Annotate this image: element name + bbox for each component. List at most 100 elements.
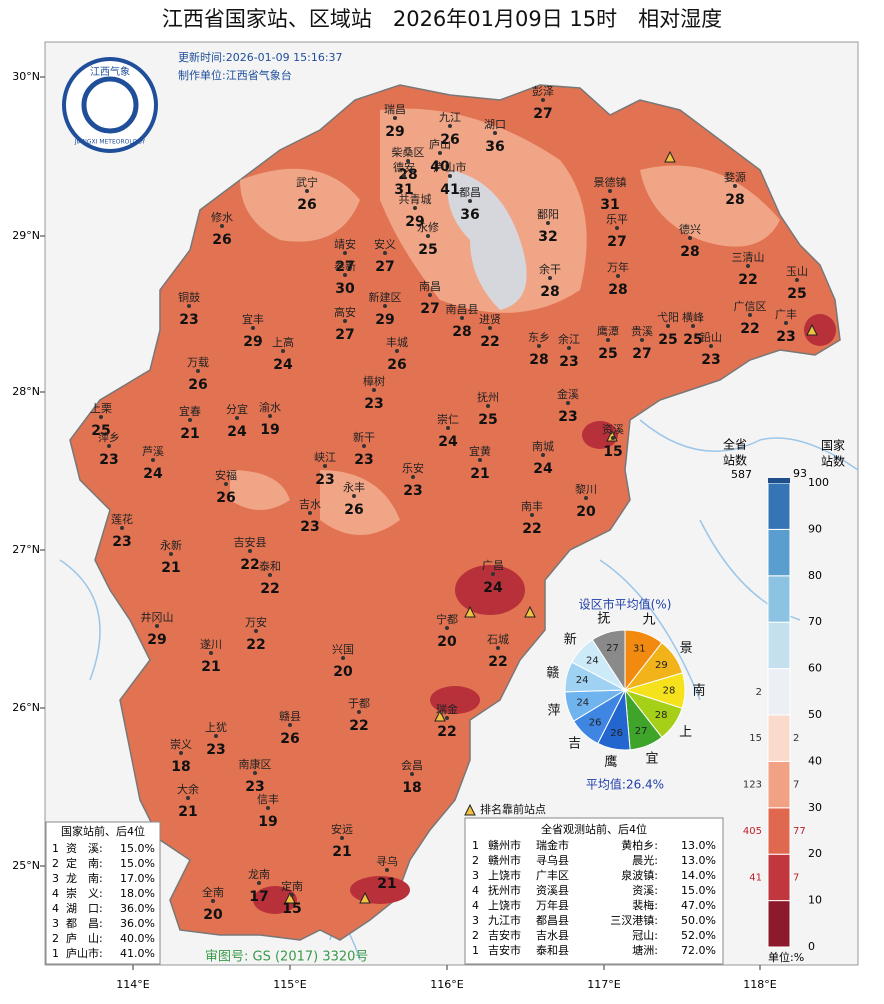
province-table-cell: 裴梅: [632,898,658,912]
station-name: 于都 [348,697,370,710]
station-value: 32 [538,229,557,245]
station-dot [496,646,500,650]
province-table-cell: 寻乌县 [536,853,569,867]
station-dot [385,868,389,872]
station-name: 宁都 [436,612,458,626]
station-value: 18 [171,759,190,775]
pie-value: 29 [655,660,668,671]
humid-area [240,168,360,242]
dry-area [455,565,525,615]
station-dot [546,221,550,225]
station-dot [784,321,788,325]
colorbar-band [767,714,791,762]
station-value: 25 [91,423,110,439]
station-name: 东乡 [528,331,550,344]
station-name: 广丰 [775,308,797,321]
pie-value: 31 [633,643,646,654]
logo-cn: 江西气象 [90,65,130,78]
station-dot [709,344,713,348]
lon-label: 117°E [587,978,620,991]
province-table-cell: 4 [472,899,479,912]
station-dot [445,716,449,720]
province-table-cell: 2 [472,854,479,867]
station-dot [196,369,200,373]
station-name: 吉安县 [234,535,267,549]
station-dot [251,326,255,330]
station-name: 安远 [331,822,353,836]
station-value: 22 [738,272,757,288]
station-value: 36 [485,139,504,155]
rivers [59,419,859,961]
station-name: 新干 [353,430,375,444]
humid-area [640,165,780,247]
station-value: 25 [418,242,437,258]
pie-slice [591,629,626,692]
station-value: 23 [701,352,720,368]
lon-label: 116°E [430,978,463,991]
station-dot [211,899,215,903]
station-dot [541,453,545,457]
colorbar-tick: 50 [808,708,822,721]
station-dot [151,458,155,462]
station-name: 乐平 [606,213,628,226]
station-name: 修水 [211,210,233,224]
station-dot [308,511,312,515]
national-table-cell: 1 [52,947,59,960]
province-table-cell: 冠山: [632,929,658,942]
station-value: 31 [394,182,413,198]
top-marker [664,150,676,163]
station-name: 永新 [160,538,182,552]
national-table-cell: 湖 口: [66,902,103,915]
station-name: 安福 [215,468,237,482]
national-table-cell: 都 昌: [66,917,103,930]
total-count: 2 [756,687,762,698]
lon-label: 118°E [743,978,776,991]
station-value: 27 [335,259,354,275]
colorbar-top [768,478,790,483]
station-value: 28 [398,167,417,183]
lat-label: 29°N [12,229,40,242]
station-name: 湖口 [484,118,506,131]
national-header: 国家 [821,438,845,453]
station-name: 横峰 [682,310,704,324]
station-dot [491,572,495,576]
station-name: 宜春 [179,404,201,418]
station-value: 31 [600,197,619,213]
station-name: 德兴 [679,222,701,236]
station-value: 26 [344,502,363,518]
logo-en: JIANGXI METEOROLOGY [74,139,146,146]
station-name: 抚州 [477,390,499,404]
station-name: 宜黄 [469,444,491,458]
colorbar-band [767,853,791,902]
station-dot [406,159,410,163]
lon-label: 115°E [273,978,306,991]
national-table-cell: 3 [52,872,59,885]
total: 587 [731,468,752,481]
national-table-cell: 定 南: [66,856,103,870]
colorbar-band [767,575,791,623]
station-name: 寻乌 [376,854,398,868]
national-table-cell: 36.0% [120,917,155,930]
colorbar-band [767,528,791,577]
dry-area [253,886,297,914]
station-dot [343,319,347,323]
pie-name: 宜 [646,751,659,766]
station-dot [340,836,344,840]
province-table-cell: 三汊港镇: [610,913,658,927]
province-table-cell: 泰和县 [536,943,569,957]
station-value: 15 [282,901,301,917]
station-dot [606,338,610,342]
total-count: 123 [743,780,762,791]
station-name: 贵溪 [631,325,653,338]
station-dot [281,349,285,353]
station-name: 南康区 [239,757,272,771]
station-value: 20 [576,504,596,520]
station-value: 25 [478,412,497,428]
station-name: 上犹 [205,721,227,734]
pie-value: 24 [576,675,589,686]
station-name: 信丰 [257,793,279,806]
province-table-cell: 1 [472,944,479,957]
station-dot [120,526,124,530]
colorbar-tick: 70 [808,615,822,628]
province-table-cell: 万年县 [536,898,569,912]
